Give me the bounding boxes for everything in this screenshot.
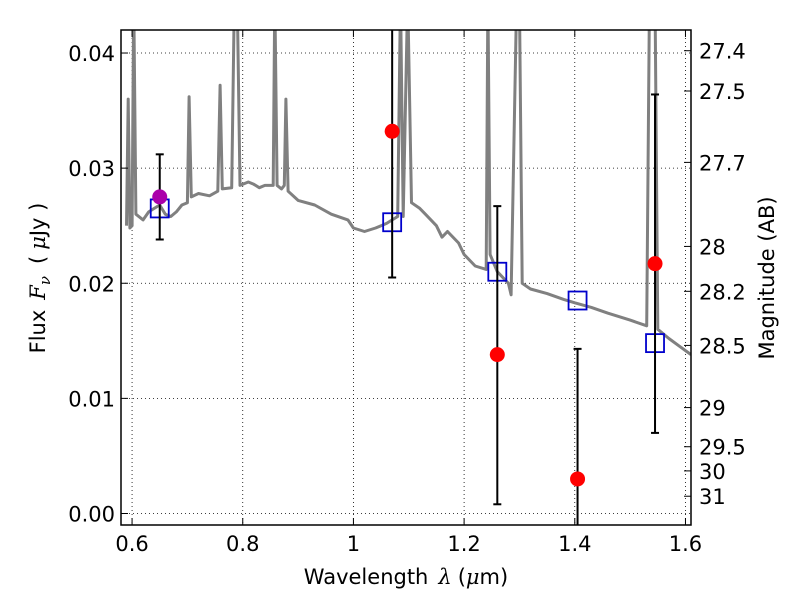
y2-tick-label: 28.5 <box>699 334 746 358</box>
y-axis-title: Flux Fν ( μJy ) <box>26 203 54 354</box>
y2-tick-label: 31 <box>699 485 726 509</box>
x-axis-symbol: λ <box>437 565 451 589</box>
x-tick-label: 0.6 <box>115 532 148 556</box>
y2-axis-title: Magnitude (AB) <box>755 196 779 359</box>
x-axis-unit-suffix: m) <box>480 565 509 589</box>
x-axis-title: Wavelength λ (μm) <box>304 565 508 589</box>
x-axis-unit-prefix: ( <box>458 565 466 589</box>
observed-point <box>647 256 663 272</box>
x-tick-label: 0.8 <box>226 532 259 556</box>
axis-ticks: 0.6 0.8 1 1.2 1.4 1.6 0.00 0.01 0.02 0.03 0.04 27.4… <box>68 30 746 556</box>
y2-tick-label: 27.5 <box>699 80 746 104</box>
observed-point <box>152 189 168 205</box>
x-tick-label: 1.4 <box>558 532 591 556</box>
plot-frame <box>120 29 692 526</box>
y-tick-label: 0.01 <box>68 387 115 411</box>
y2-tick-label: 27.4 <box>699 40 746 64</box>
model-band-square <box>567 290 588 311</box>
observed-point <box>489 347 505 363</box>
observed-points <box>152 123 663 487</box>
observed-point <box>570 471 586 487</box>
x-tick-label: 1.6 <box>669 532 702 556</box>
error-bars <box>155 30 660 525</box>
y-tick-label: 0.03 <box>68 157 115 181</box>
y-axis-label: Flux <box>26 310 50 354</box>
x-axis-label: Wavelength <box>304 565 429 589</box>
observed-point <box>384 123 400 139</box>
y2-tick-label: 28.2 <box>699 280 746 304</box>
model-band-markers <box>149 198 665 354</box>
y-tick-label: 0.04 <box>68 42 115 66</box>
model-spectrum-line <box>125 30 691 356</box>
y2-tick-label: 28 <box>699 235 726 259</box>
y-axis-symbol: F <box>26 284 50 301</box>
x-tick-label: 1.2 <box>447 532 480 556</box>
y2-tick-label: 29.5 <box>699 436 746 460</box>
x-axis-unit-mu: μ <box>466 565 480 589</box>
y2-tick-label: 29 <box>699 397 726 421</box>
y-axis-subscript: ν <box>36 276 54 285</box>
y-axis-unit-open: ( <box>26 256 50 264</box>
y-tick-label: 0.00 <box>68 502 115 526</box>
y2-tick-label: 27.7 <box>699 151 746 175</box>
x-tick-label: 1 <box>347 532 360 556</box>
y-axis-unit-mu: μ <box>26 236 50 250</box>
y-axis-unit-rest: Jy ) <box>26 203 50 239</box>
y2-tick-label: 30 <box>699 460 726 484</box>
y-tick-label: 0.02 <box>68 272 115 296</box>
